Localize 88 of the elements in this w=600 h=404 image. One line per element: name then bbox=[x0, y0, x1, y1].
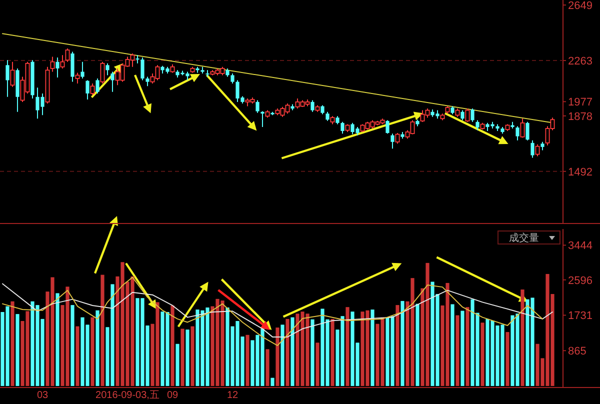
candlestick bbox=[86, 80, 90, 100]
candlestick bbox=[386, 120, 390, 134]
bar bbox=[10, 301, 14, 386]
bar bbox=[56, 293, 60, 386]
bar bbox=[290, 317, 294, 386]
bar bbox=[70, 305, 74, 386]
bar bbox=[520, 290, 524, 386]
bar bbox=[170, 305, 174, 386]
candlestick bbox=[395, 132, 400, 144]
candlestick bbox=[6, 60, 10, 98]
candlestick bbox=[106, 62, 110, 76]
bar bbox=[416, 304, 420, 386]
candlestick bbox=[136, 54, 140, 64]
candlestick bbox=[100, 61, 105, 84]
bar bbox=[460, 310, 464, 386]
candlestick bbox=[470, 108, 474, 122]
bar bbox=[176, 344, 180, 386]
candlestick bbox=[70, 51, 74, 82]
bar bbox=[316, 342, 320, 386]
candlestick bbox=[465, 108, 470, 122]
bar bbox=[370, 310, 374, 386]
candlestick bbox=[476, 120, 480, 131]
candlestick bbox=[146, 76, 150, 87]
bar bbox=[480, 322, 484, 386]
bar bbox=[246, 334, 250, 386]
candlestick bbox=[10, 61, 15, 88]
bar bbox=[330, 318, 334, 386]
candlestick bbox=[516, 126, 520, 141]
y-tick-label: 865 bbox=[568, 346, 586, 358]
candlestick bbox=[320, 104, 324, 115]
x-tick-label: 12 bbox=[226, 390, 238, 401]
candlestick bbox=[140, 57, 144, 81]
line-series bbox=[2, 276, 543, 346]
candlestick bbox=[206, 70, 210, 78]
bar bbox=[346, 307, 350, 386]
candlestick bbox=[90, 83, 95, 96]
y-tick-label: 1878 bbox=[568, 110, 592, 123]
bar bbox=[16, 314, 20, 386]
x-tick-label: 2016-09-03,五 bbox=[96, 390, 160, 401]
y-tick-label: 3444 bbox=[568, 240, 592, 252]
candlestick bbox=[230, 72, 234, 84]
bar bbox=[276, 328, 280, 386]
candlestick bbox=[56, 57, 60, 78]
annotation: 成交量 bbox=[509, 232, 539, 244]
bar bbox=[180, 328, 184, 386]
y-tick-label: 2263 bbox=[568, 56, 592, 68]
bar bbox=[76, 326, 80, 386]
candlestick bbox=[310, 100, 314, 112]
bar bbox=[450, 304, 454, 386]
bar bbox=[396, 305, 400, 386]
y-tick-label: 1731 bbox=[568, 310, 592, 322]
candlestick bbox=[526, 121, 530, 141]
candlestick bbox=[110, 71, 114, 92]
bar bbox=[186, 330, 190, 386]
candlestick bbox=[390, 133, 394, 150]
candlestick bbox=[530, 140, 534, 158]
bar bbox=[286, 318, 290, 386]
candlestick bbox=[60, 54, 65, 69]
bar bbox=[310, 319, 314, 386]
candlestick bbox=[96, 78, 100, 94]
y-tick-label: 2649 bbox=[568, 0, 592, 12]
candlestick bbox=[50, 56, 55, 72]
bar bbox=[456, 315, 460, 386]
x-tick-label: 09 bbox=[166, 390, 178, 401]
bar bbox=[506, 332, 510, 386]
bar bbox=[466, 307, 470, 386]
bar bbox=[270, 378, 274, 386]
bar bbox=[100, 274, 104, 386]
y-tick-label: 1977 bbox=[568, 96, 592, 109]
y-tick-label: 2596 bbox=[568, 274, 592, 287]
candlestick bbox=[460, 110, 464, 121]
candlestick bbox=[75, 72, 80, 84]
line-series bbox=[2, 283, 553, 338]
candlestick bbox=[326, 111, 330, 122]
candlestick bbox=[340, 121, 344, 134]
y-tick-label: 1492 bbox=[568, 166, 592, 178]
candlestick bbox=[65, 48, 70, 62]
candlestick bbox=[520, 118, 525, 138]
candlestick bbox=[260, 110, 264, 128]
bar bbox=[96, 310, 100, 386]
candlestick bbox=[256, 100, 260, 114]
candlestick bbox=[80, 61, 84, 80]
bar bbox=[266, 349, 270, 386]
bar bbox=[190, 326, 194, 386]
x-tick-label: 03 bbox=[36, 390, 48, 401]
bar bbox=[90, 317, 94, 386]
bar bbox=[400, 300, 404, 386]
bar bbox=[280, 324, 284, 386]
